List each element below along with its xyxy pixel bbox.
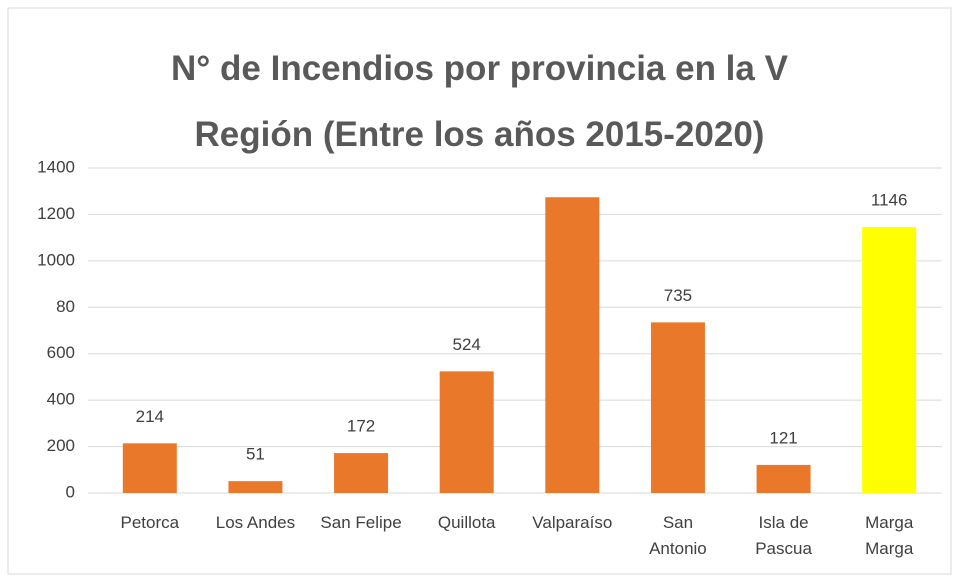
x-tick-label: Petorca (120, 513, 180, 532)
data-label: 524 (453, 335, 481, 354)
bar (228, 481, 283, 493)
x-tick-label: Marga Marga (865, 513, 914, 558)
bar (862, 226, 917, 493)
y-tick-label: 200 (47, 436, 75, 455)
data-label: 1146 (871, 190, 908, 209)
data-label: 214 (136, 407, 164, 426)
y-tick-label: 1000 (37, 250, 75, 269)
x-tick-label: Quillota (437, 513, 496, 532)
chart-frame (7, 7, 952, 575)
data-label: 172 (347, 417, 375, 436)
x-tick-label: San Antonio (649, 513, 707, 558)
x-tick-label: San Felipe (320, 513, 402, 532)
x-tick-label: Isla de Pascua (755, 513, 812, 558)
bar (756, 464, 811, 493)
data-label: 121 (769, 428, 797, 447)
y-tick-label: 1200 (37, 204, 75, 223)
bar (439, 371, 494, 493)
x-tick-label: Valparaíso (532, 513, 613, 532)
bar (650, 322, 705, 493)
y-tick-label: 600 (47, 343, 75, 362)
y-tick-label: 80 (56, 297, 75, 316)
y-tick-label: 0 (66, 482, 75, 501)
data-label: 51 (246, 445, 265, 464)
bar (334, 453, 389, 493)
bar (122, 443, 177, 493)
x-tick-label: Los Andes (215, 513, 296, 532)
data-label: 735 (664, 286, 692, 305)
y-tick-label: 1400 (37, 157, 75, 176)
y-tick-label: 400 (47, 390, 75, 409)
chart-title: N° de Incendios por provincia en la V Re… (171, 49, 788, 154)
bar (545, 197, 600, 493)
